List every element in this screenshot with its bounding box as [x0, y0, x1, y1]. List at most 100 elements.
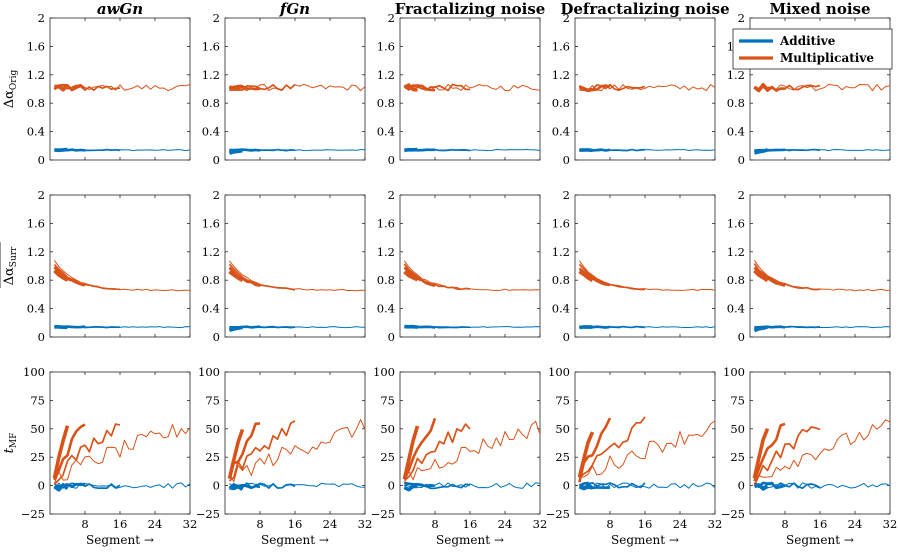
y-tick-label: 100	[23, 365, 45, 379]
y-tick-label: 0.4	[552, 125, 570, 139]
panel-r1-c0: 0 0.4 0.8 1.2 1.6 2	[27, 188, 191, 344]
additive-line	[578, 481, 646, 490]
y-tick-label: 0.8	[27, 96, 45, 110]
additive-line	[754, 482, 891, 489]
y-tick-label: 50	[730, 422, 745, 436]
x-tick-label: 8	[81, 517, 88, 531]
multiplicative-line	[403, 420, 541, 484]
multiplicative-line	[753, 269, 769, 283]
x-tick-label: 32	[358, 517, 373, 531]
y-tick-label: 1.6	[202, 39, 220, 53]
y-tick-label: 50	[380, 422, 395, 436]
column-title: Mixed noise	[769, 0, 870, 18]
additive-line	[54, 482, 191, 489]
y-tick-label: 2	[563, 11, 570, 25]
x-tick-label: 32	[533, 517, 548, 531]
panel-r0-c2: 0 0.4 0.8 1.2 1.6 2	[377, 11, 541, 167]
x-tick-label: 8	[431, 517, 438, 531]
y-tick-label: 1.2	[27, 245, 45, 259]
y-tick-label: 0.4	[727, 125, 745, 139]
y-tick-label: 0.8	[377, 273, 395, 287]
multiplicative-line	[404, 83, 541, 92]
legend: Additive Multiplicative	[732, 28, 893, 70]
y-tick-label: 0	[738, 479, 745, 493]
x-axis-label: Segment →	[436, 533, 504, 547]
x-axis-label: Segment →	[786, 533, 854, 547]
y-tick-label: 50	[205, 422, 220, 436]
y-tick-label: 2	[738, 188, 745, 202]
y-tick-label: 0.4	[202, 125, 220, 139]
multiplicative-line	[754, 83, 891, 92]
axes-frame	[749, 194, 891, 338]
column-title: awGn	[97, 0, 143, 18]
x-tick-label: 16	[463, 517, 478, 531]
additive-line	[54, 149, 191, 152]
y-tick-label: 1.2	[552, 68, 570, 82]
y-tick-label: 75	[30, 393, 45, 407]
y-tick-label: 0.8	[552, 273, 570, 287]
y-axis-label: ΔαSurr	[0, 242, 19, 288]
x-tick-label: 32	[708, 517, 723, 531]
panel-r2-c0: −25 0 25 50 75 100 8 16 24 32 Segment →	[21, 365, 198, 547]
axes-frame	[574, 371, 716, 515]
multiplicative-line	[403, 266, 436, 288]
y-tick-label: 2	[388, 188, 395, 202]
y-tick-label: 0	[738, 153, 745, 167]
panel-r0-c0: 0 0.4 0.8 1.2 1.6 2	[27, 11, 191, 167]
panel-r2-c3: −25 0 25 50 75 100 8 16 24 32 Segment →	[546, 365, 723, 547]
multiplicative-line	[578, 260, 716, 291]
y-tick-label: 0.4	[202, 302, 220, 316]
panel-r1-c4: 0 0.4 0.8 1.2 1.6 2	[727, 188, 891, 344]
multiplicative-line	[578, 417, 612, 483]
y-tick-label: 2	[388, 11, 395, 25]
y-tick-label: 25	[380, 450, 395, 464]
y-axis-label-text: tMF	[2, 433, 19, 454]
column-title: Fractalizing noise	[395, 0, 546, 18]
y-tick-label: 1.6	[202, 216, 220, 230]
y-tick-label: 100	[373, 365, 395, 379]
column-title: fGn	[279, 0, 310, 18]
y-tick-label: 0	[563, 479, 570, 493]
y-tick-label: 1.2	[727, 68, 745, 82]
y-tick-label: 1.6	[552, 39, 570, 53]
y-tick-label: 1.6	[377, 39, 395, 53]
y-tick-label: 25	[730, 450, 745, 464]
additive-line	[229, 482, 366, 489]
additive-line	[54, 482, 86, 489]
y-tick-label: 0.8	[377, 96, 395, 110]
multiplicative-line	[754, 419, 891, 480]
y-tick-label: 2	[213, 188, 220, 202]
x-tick-label: 24	[323, 517, 338, 531]
multiplicative-line	[753, 422, 786, 482]
multiplicative-line	[753, 426, 821, 486]
multiplicative-line	[228, 270, 244, 283]
multiplicative-line	[52, 425, 70, 479]
x-axis-label: Segment →	[86, 533, 154, 547]
y-tick-label: 1.2	[202, 68, 220, 82]
y-tick-label: 0.4	[552, 302, 570, 316]
multiplicative-line	[403, 263, 471, 291]
y-tick-label: 0	[38, 330, 45, 344]
additive-line	[579, 149, 716, 152]
multiplicative-line	[228, 422, 261, 479]
multiplicative-line	[229, 83, 366, 92]
y-tick-label: 0	[38, 479, 45, 493]
y-tick-label: 0.4	[727, 302, 745, 316]
additive-line	[754, 482, 821, 490]
y-tick-label: 0	[213, 153, 220, 167]
multiplicative-line	[578, 416, 646, 479]
panel-r2-c1: −25 0 25 50 75 100 8 16 24 32 Segment →	[196, 365, 373, 547]
additive-line	[579, 326, 716, 329]
y-tick-label: 0	[213, 330, 220, 344]
additive-line	[229, 326, 366, 329]
additive-line	[54, 326, 191, 329]
y-tick-label: 0.4	[27, 125, 45, 139]
multiplicative-line	[228, 419, 366, 483]
x-tick-label: 16	[288, 517, 303, 531]
additive-line	[754, 326, 891, 329]
y-tick-label: 75	[730, 393, 745, 407]
multiplicative-line	[228, 420, 296, 482]
axes-frame	[49, 194, 191, 338]
x-tick-label: 32	[883, 517, 898, 531]
y-axis-label: ΔαOrig	[2, 70, 19, 109]
